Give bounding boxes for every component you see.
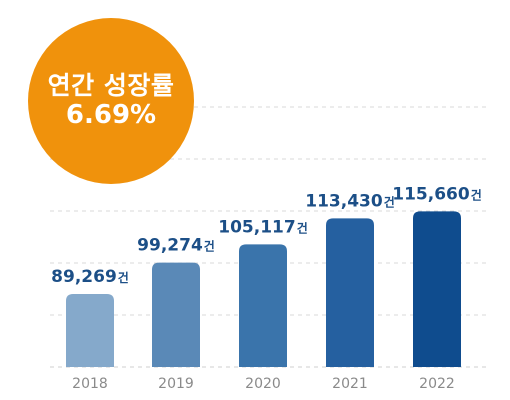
badge-growth-rate: 6.69% — [65, 100, 157, 131]
x-tick-2019: 2019 — [158, 376, 194, 392]
value-label-2019: 99,274건 — [137, 236, 215, 256]
x-tick-2021: 2021 — [332, 376, 368, 392]
bar-2021 — [326, 218, 374, 367]
bar-2022 — [413, 211, 461, 367]
value-label-2021: 113,430건 — [305, 191, 394, 211]
bar-2018 — [66, 294, 114, 367]
value-label-2020: 105,117건 — [218, 217, 307, 237]
x-tick-2022: 2022 — [419, 376, 455, 392]
badge-title: 연간 성장률 — [47, 70, 175, 100]
value-label-2022: 115,660건 — [392, 184, 481, 204]
x-tick-2018: 2018 — [72, 376, 108, 392]
value-label-2018: 89,269건 — [51, 267, 129, 287]
bar-2020 — [239, 244, 287, 367]
x-tick-2020: 2020 — [245, 376, 281, 392]
bar-2019 — [152, 262, 200, 367]
x-axis-ticks: 2018 2019 2020 2021 2022 — [72, 376, 455, 392]
annual-growth-badge: 연간 성장률 6.69% — [28, 18, 194, 184]
bars — [66, 211, 461, 367]
